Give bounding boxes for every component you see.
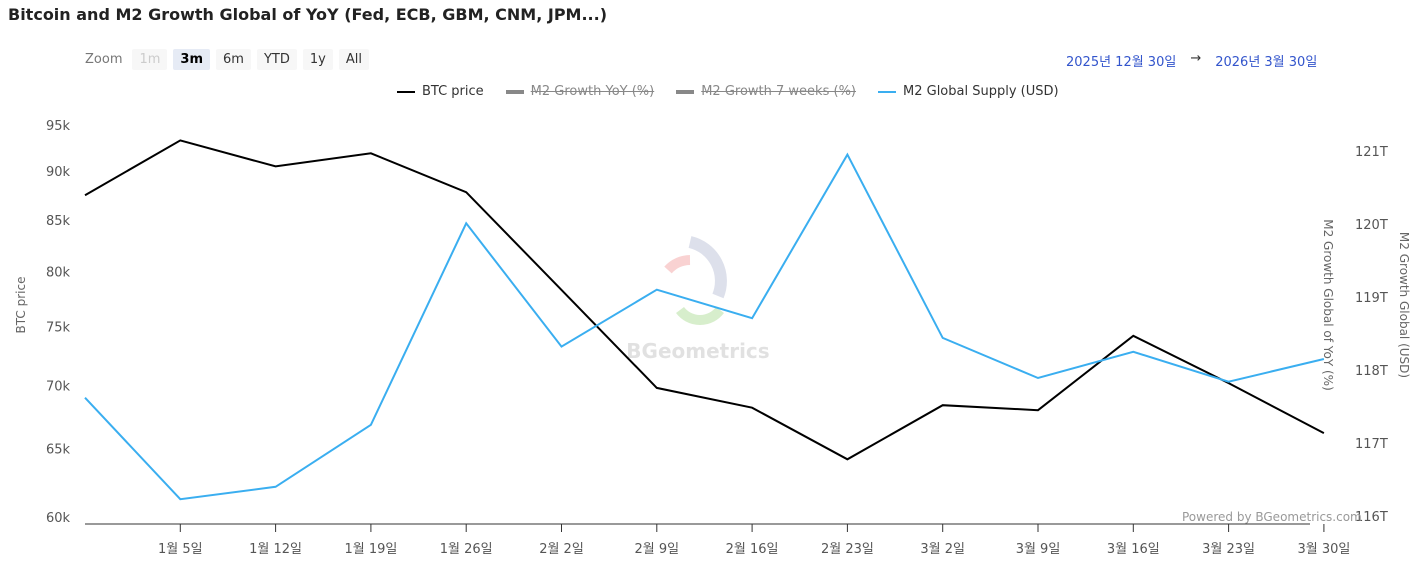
x-tick-label: 3월 2일 [920,542,965,557]
chart-title: Bitcoin and M2 Growth Global of YoY (Fed… [8,5,608,24]
legend-m2-growth-7weeks[interactable]: M2 Growth 7 weeks (%) [676,84,856,99]
x-tick-label: 2월 16일 [726,542,779,557]
y-right-tick-label: 118T [1355,364,1388,379]
range-arrow: → [1190,51,1202,66]
x-tick-label: 1월 12일 [249,542,302,557]
zoom-label: Zoom [85,52,123,67]
zoom-all-button[interactable]: All [338,49,369,70]
y-left-tick-label: 65k [46,443,71,458]
y-left-tick-label: 70k [46,380,71,395]
y-left-tick-label: 75k [46,321,71,336]
legend-m2-global-supply[interactable]: M2 Global Supply (USD) [878,84,1059,99]
zoom-controls: Zoom 1m 3m 6m YTD 1y All [85,49,369,70]
legend-btc-price[interactable]: BTC price [397,84,484,99]
x-tick-label: 3월 30일 [1297,542,1350,557]
x-tick-label: 2월 2일 [539,542,584,557]
range-to-input[interactable]: 2026년 3월 30일 [1215,55,1318,70]
powered-by-link[interactable]: Powered by BGeometrics.com [1182,510,1362,524]
svg-text:BGeometrics: BGeometrics [626,339,769,363]
zoom-3m-button[interactable]: 3m [173,49,211,70]
y-right-tick-label: 121T [1355,145,1388,160]
y-axis-right1-label: M2 Growth Global of YoY (%) [1321,219,1335,391]
y-left-tick-label: 80k [46,266,71,281]
legend-m2-growth-yoy[interactable]: M2 Growth YoY (%) [505,84,654,99]
y-axis-right2-label: M2 Growth Global (USD) [1397,232,1411,378]
series-line-btc-price[interactable] [84,139,1325,461]
x-tick-label: 3월 23일 [1202,542,1255,557]
x-tick-label: 2월 23일 [821,542,874,557]
y-right-tick-label: 116T [1355,510,1388,525]
zoom-6m-button[interactable]: 6m [216,49,251,70]
x-tick-label: 1월 5일 [158,542,203,557]
date-range: 2025년 12월 30일 → 2026년 3월 30일 [1066,51,1317,70]
y-left-tick-label: 95k [46,119,71,134]
zoom-1m-button[interactable]: 1m [132,49,168,70]
watermark: BGeometrics [626,236,770,363]
x-tick-label: 2월 9일 [634,542,679,557]
x-tick-label: 1월 19일 [344,542,397,557]
y-right-tick-label: 117T [1355,437,1388,452]
y-right-tick-label: 119T [1355,291,1388,306]
x-tick-label: 3월 16일 [1107,542,1160,557]
legend: BTC price M2 Growth YoY (%) M2 Growth 7 … [397,84,1059,99]
y-left-tick-label: 60k [46,511,71,526]
x-tick-label: 3월 9일 [1016,542,1061,557]
range-from-input[interactable]: 2025년 12월 30일 [1066,55,1177,70]
series-line-m2-global-supply-usd-[interactable] [84,152,1325,501]
y-left-tick-label: 85k [46,214,71,229]
y-left-tick-label: 90k [46,165,71,180]
y-right-tick-label: 120T [1355,218,1388,233]
x-tick-label: 1월 26일 [440,542,493,557]
zoom-1y-button[interactable]: 1y [302,49,333,70]
zoom-ytd-button[interactable]: YTD [256,49,297,70]
y-axis-left-label: BTC price [14,277,28,334]
